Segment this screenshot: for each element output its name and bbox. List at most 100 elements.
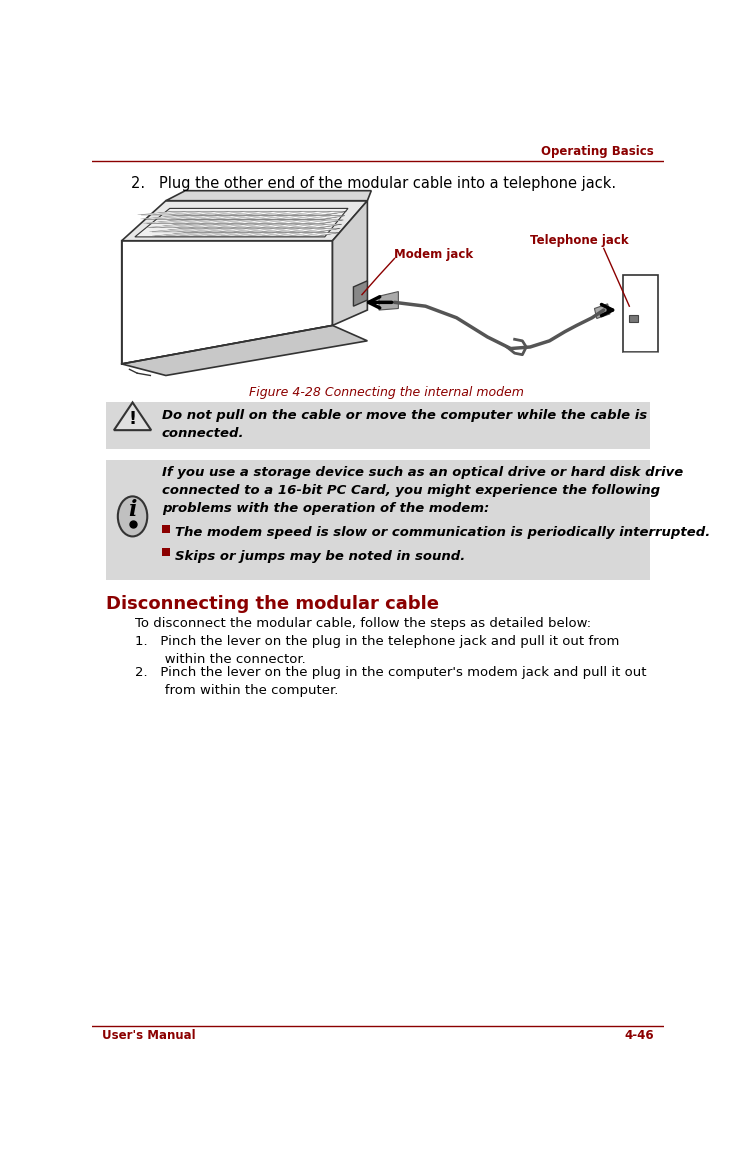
Text: If you use a storage device such as an optical drive or hard disk drive
connecte: If you use a storage device such as an o…: [162, 465, 683, 515]
Polygon shape: [308, 212, 344, 214]
Polygon shape: [232, 220, 272, 223]
Polygon shape: [234, 229, 273, 232]
Polygon shape: [289, 233, 324, 236]
Polygon shape: [290, 229, 325, 232]
Polygon shape: [218, 220, 258, 223]
Polygon shape: [221, 233, 261, 236]
Polygon shape: [176, 224, 218, 227]
FancyBboxPatch shape: [106, 461, 650, 579]
Polygon shape: [304, 229, 338, 232]
Polygon shape: [262, 224, 300, 227]
Polygon shape: [146, 224, 192, 227]
Polygon shape: [192, 229, 233, 232]
Polygon shape: [201, 216, 244, 219]
Polygon shape: [140, 216, 187, 219]
Text: !: !: [128, 409, 137, 428]
Polygon shape: [156, 216, 201, 219]
Polygon shape: [141, 211, 346, 214]
Polygon shape: [207, 233, 247, 236]
Polygon shape: [277, 216, 314, 219]
Polygon shape: [122, 200, 368, 240]
Polygon shape: [137, 212, 184, 214]
Polygon shape: [199, 212, 243, 214]
Polygon shape: [188, 220, 231, 223]
Text: Figure 4-28 Connecting the internal modem: Figure 4-28 Connecting the internal mode…: [249, 386, 524, 398]
Polygon shape: [206, 229, 246, 232]
Text: Disconnecting the modular cable: Disconnecting the modular cable: [106, 595, 439, 613]
Polygon shape: [261, 212, 300, 214]
Text: 2.   Pinch the lever on the plug in the computer's modem jack and pull it out
  : 2. Pinch the lever on the plug in the co…: [135, 666, 646, 697]
Polygon shape: [114, 402, 151, 430]
Polygon shape: [163, 229, 207, 232]
Polygon shape: [161, 224, 205, 227]
Polygon shape: [166, 233, 210, 236]
Text: Operating Basics: Operating Basics: [542, 145, 654, 158]
Polygon shape: [153, 212, 199, 214]
Polygon shape: [306, 220, 341, 223]
Polygon shape: [168, 212, 213, 214]
Text: Modem jack: Modem jack: [395, 248, 474, 261]
Polygon shape: [247, 224, 286, 227]
Polygon shape: [180, 233, 222, 236]
Polygon shape: [215, 212, 257, 214]
Ellipse shape: [118, 497, 148, 537]
Text: To disconnect the modular cable, follow the steps as detailed below:: To disconnect the modular cable, follow …: [135, 616, 591, 629]
Polygon shape: [277, 220, 314, 223]
Polygon shape: [204, 224, 246, 227]
Polygon shape: [135, 209, 348, 237]
Polygon shape: [303, 233, 337, 236]
Polygon shape: [306, 224, 339, 227]
Polygon shape: [193, 233, 235, 236]
Text: Do not pull on the cable or move the computer while the cable is
connected.: Do not pull on the cable or move the com…: [162, 409, 647, 440]
Polygon shape: [149, 229, 194, 232]
Polygon shape: [216, 216, 258, 219]
Text: 2.   Plug the other end of the modular cable into a telephone jack.: 2. Plug the other end of the modular cab…: [131, 176, 616, 191]
Polygon shape: [594, 304, 610, 319]
Polygon shape: [292, 212, 330, 214]
Polygon shape: [262, 229, 299, 232]
Text: The modem speed is slow or communication is periodically interrupted.: The modem speed is slow or communication…: [175, 526, 711, 539]
Polygon shape: [247, 220, 286, 223]
Polygon shape: [262, 216, 300, 219]
Polygon shape: [276, 229, 312, 232]
FancyBboxPatch shape: [623, 275, 658, 353]
Polygon shape: [158, 220, 203, 223]
FancyBboxPatch shape: [106, 402, 650, 449]
Polygon shape: [262, 220, 300, 223]
Polygon shape: [379, 292, 399, 311]
Polygon shape: [246, 216, 286, 219]
Polygon shape: [184, 212, 228, 214]
Polygon shape: [218, 224, 259, 227]
Polygon shape: [354, 281, 368, 306]
Polygon shape: [235, 233, 273, 236]
Polygon shape: [143, 220, 189, 223]
Polygon shape: [248, 229, 286, 232]
Polygon shape: [277, 212, 315, 214]
Polygon shape: [230, 212, 272, 214]
Text: Skips or jumps may be noted in sound.: Skips or jumps may be noted in sound.: [175, 550, 466, 563]
Polygon shape: [333, 200, 368, 326]
FancyBboxPatch shape: [162, 525, 170, 532]
Polygon shape: [203, 220, 244, 223]
Polygon shape: [147, 220, 343, 224]
Text: 4-46: 4-46: [624, 1029, 654, 1042]
Text: i: i: [128, 499, 137, 522]
Polygon shape: [186, 216, 230, 219]
Polygon shape: [249, 233, 286, 236]
Polygon shape: [262, 233, 299, 236]
Polygon shape: [155, 233, 339, 236]
FancyBboxPatch shape: [629, 315, 638, 321]
Polygon shape: [276, 224, 313, 227]
Polygon shape: [232, 216, 272, 219]
Polygon shape: [292, 216, 328, 219]
Polygon shape: [233, 224, 272, 227]
Polygon shape: [173, 220, 217, 223]
Polygon shape: [149, 224, 342, 227]
Polygon shape: [292, 220, 328, 223]
Polygon shape: [178, 229, 220, 232]
Polygon shape: [220, 229, 260, 232]
Polygon shape: [190, 224, 232, 227]
Polygon shape: [307, 216, 342, 219]
Polygon shape: [291, 224, 326, 227]
Polygon shape: [166, 191, 371, 200]
